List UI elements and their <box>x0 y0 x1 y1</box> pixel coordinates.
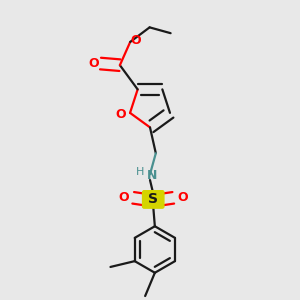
Text: N: N <box>146 169 157 182</box>
Text: O: O <box>131 34 141 47</box>
Text: S: S <box>148 192 158 206</box>
Text: H: H <box>136 167 144 177</box>
Text: O: O <box>115 108 126 121</box>
Text: O: O <box>88 57 99 70</box>
FancyBboxPatch shape <box>142 191 164 208</box>
Text: O: O <box>178 191 188 204</box>
Text: O: O <box>118 191 129 204</box>
